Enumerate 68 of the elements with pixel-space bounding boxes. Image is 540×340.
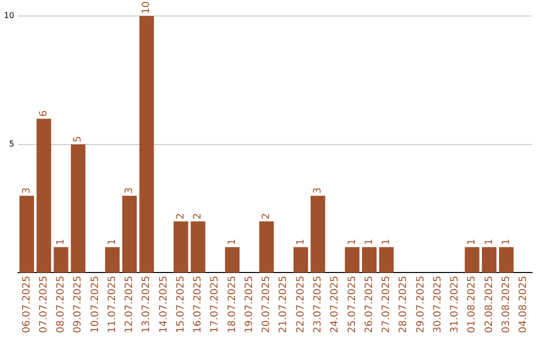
x-tick-label: 11.07.2025	[106, 276, 118, 334]
data-label: 1	[381, 238, 392, 246]
bar	[190, 221, 206, 273]
x-tick-label: 03.08.2025	[500, 276, 512, 334]
x-tick-label: 18.07.2025	[226, 276, 238, 334]
bar	[174, 221, 188, 273]
bar	[36, 118, 52, 273]
x-tick-label: 14.07.2025	[158, 276, 170, 334]
data-label: 1	[466, 238, 478, 246]
bar	[344, 247, 360, 273]
data-label: 1	[484, 238, 495, 246]
bar	[19, 196, 34, 273]
x-tick-label: 29.07.2025	[415, 276, 426, 334]
bar	[224, 247, 240, 273]
x-tick-label: 19.07.2025	[244, 276, 255, 334]
x-tick-label: 07.07.2025	[38, 276, 50, 334]
bar	[379, 247, 394, 273]
x-tick-label: 25.07.2025	[346, 276, 358, 334]
bar	[122, 196, 137, 273]
data-label: 1	[56, 238, 67, 246]
x-tick-label: 24.07.2025	[330, 276, 341, 334]
x-tick-label: 30.07.2025	[432, 276, 444, 334]
x-tick-label: 01.08.2025	[466, 276, 478, 334]
x-tick-label: 16.07.2025	[192, 276, 204, 334]
bar	[482, 247, 496, 273]
data-label: 3	[21, 187, 32, 194]
bar	[499, 247, 514, 273]
data-label: 1	[364, 238, 375, 246]
x-tick-label: 31.07.2025	[450, 276, 461, 334]
x-tick-label: 08.07.2025	[56, 276, 67, 334]
bar	[362, 247, 377, 273]
bar	[70, 144, 86, 273]
data-label: 5	[72, 136, 84, 142]
bar	[54, 247, 68, 273]
x-tick-label: 04.08.2025	[518, 276, 530, 334]
x-tick-label: 06.07.2025	[21, 276, 32, 334]
x-tick-label: 22.07.2025	[295, 276, 306, 334]
data-label: 1	[106, 238, 118, 246]
data-label: 1	[500, 238, 512, 246]
bar	[105, 247, 120, 273]
x-tick-label: 15.07.2025	[175, 276, 186, 334]
data-label: 2	[175, 213, 186, 220]
bar	[259, 221, 274, 273]
bar	[294, 247, 308, 273]
bar	[464, 247, 480, 273]
data-label: 2	[192, 213, 204, 220]
data-label: 2	[261, 213, 272, 220]
x-tick-label: 12.07.2025	[124, 276, 136, 334]
data-label: 1	[226, 238, 238, 246]
x-tick-label: 26.07.2025	[364, 276, 375, 334]
x-tick-label: 20.07.2025	[261, 276, 272, 334]
bar	[139, 16, 154, 273]
x-tick-label: 21.07.2025	[278, 276, 290, 334]
data-label: 10	[141, 1, 152, 14]
x-tick-label: 10.07.2025	[90, 276, 101, 334]
x-tick-label: 17.07.2025	[210, 276, 221, 334]
bar	[310, 196, 326, 273]
x-tick-label: 28.07.2025	[398, 276, 410, 334]
x-tick-label: 13.07.2025	[141, 276, 152, 334]
x-tick-label: 09.07.2025	[72, 276, 84, 334]
data-label: 3	[312, 187, 324, 194]
data-label: 1	[346, 238, 358, 246]
data-label: 3	[124, 187, 136, 194]
data-label: 6	[38, 110, 50, 117]
x-tick-label: 27.07.2025	[381, 276, 392, 334]
x-tick-label: 02.08.2025	[484, 276, 495, 334]
data-label: 1	[295, 238, 306, 246]
x-tick-label: 23.07.2025	[312, 276, 324, 334]
